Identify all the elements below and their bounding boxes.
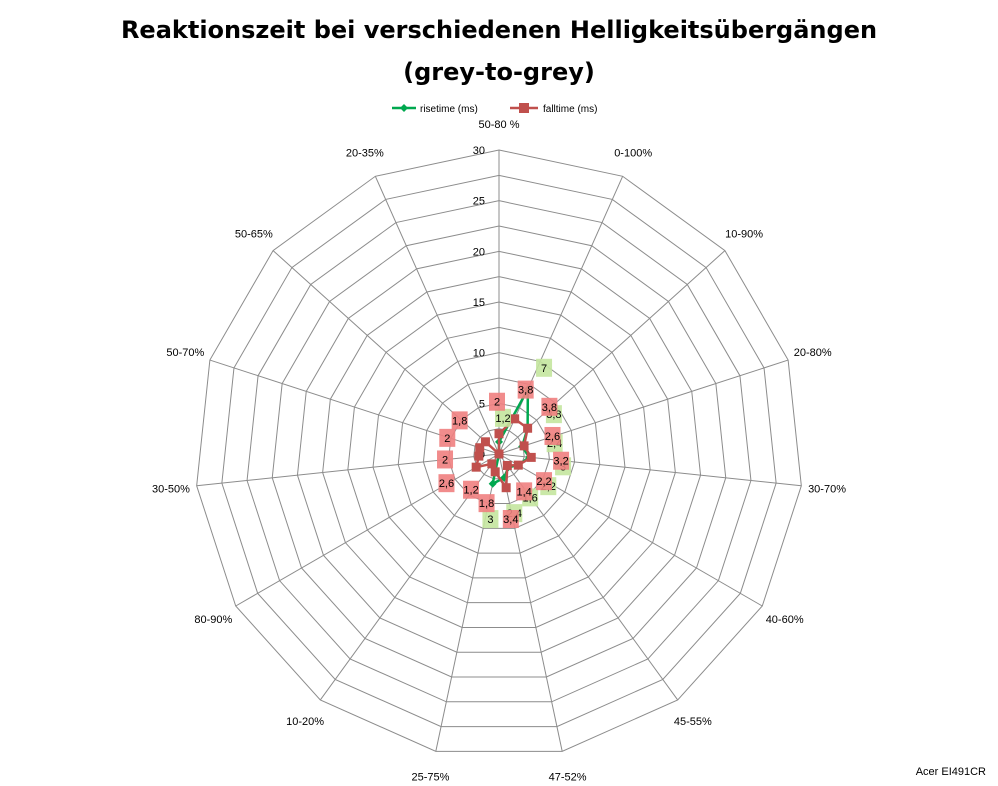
data-label: 1,8 [479,498,494,510]
data-point [527,453,536,462]
data-point [474,452,483,461]
data-point [487,459,496,468]
data-point [523,424,532,433]
category-label: 30-50% [152,483,190,495]
category-label: 50-65% [235,228,273,240]
legend-label-risetime: risetime (ms) [420,104,478,115]
data-label: 1,4 [516,486,531,498]
data-label: 3,8 [518,385,533,397]
chart-title-line-2: (grey-to-grey) [403,58,595,86]
category-label: 40-60% [766,614,804,626]
data-point [510,414,519,423]
category-label: 50-80 % [479,119,520,131]
tick-labels: 051015202530 [473,145,485,461]
category-label: 47-52% [549,772,587,784]
data-point [495,429,504,438]
data-label: 2 [442,454,448,466]
data-label: 1,2 [463,485,478,497]
grid-spoke [499,251,725,454]
legend-label-falltime: falltime (ms) [543,104,597,115]
data-point [514,461,523,470]
tick-label: 30 [473,145,485,157]
grid-spoke [210,360,499,454]
data-point [520,441,529,450]
tick-label: 15 [473,297,485,309]
data-label: 7 [541,363,547,375]
data-label: 3,4 [503,514,518,526]
data-point [502,483,511,492]
tick-label: 10 [473,348,485,360]
data-label: 2 [444,433,450,445]
category-label: 20-80% [794,347,832,359]
source-label: Acer EI491CR [916,766,986,778]
grid-spoke [236,454,499,606]
data-label: 2 [494,397,500,409]
data-label: 2,2 [536,476,551,488]
category-label: 45-55% [674,716,712,728]
legend-marker-risetime [400,104,408,112]
category-label: 10-20% [286,716,324,728]
category-label: 25-75% [411,772,449,784]
data-point [481,437,490,446]
data-label: 3,2 [553,456,568,468]
category-label: 50-70% [166,347,204,359]
data-label: 1,2 [495,413,510,425]
data-label: 2,6 [439,478,454,490]
chart-title-line-1: Reaktionszeit bei verschiedenen Helligke… [121,16,877,44]
tick-label: 25 [473,196,485,208]
category-label: 30-70% [808,483,846,495]
radar-chart: Reaktionszeit bei verschiedenen Helligke… [0,0,998,786]
data-label: 1,8 [452,415,467,427]
legend-marker-falltime [519,103,529,113]
data-point [491,467,500,476]
category-label: 0-100% [614,148,652,160]
data-point [472,463,481,472]
category-label: 20-35% [346,148,384,160]
legend: risetime (ms) falltime (ms) [392,103,597,115]
category-label: 80-90% [194,614,232,626]
data-point [495,450,504,459]
data-label: 3,8 [542,402,557,414]
category-label: 10-90% [725,228,763,240]
data-point [503,461,512,470]
data-label: 2,6 [545,431,560,443]
data-label: 3 [487,514,493,526]
tick-label: 20 [473,246,485,258]
tick-label: 5 [479,398,485,410]
